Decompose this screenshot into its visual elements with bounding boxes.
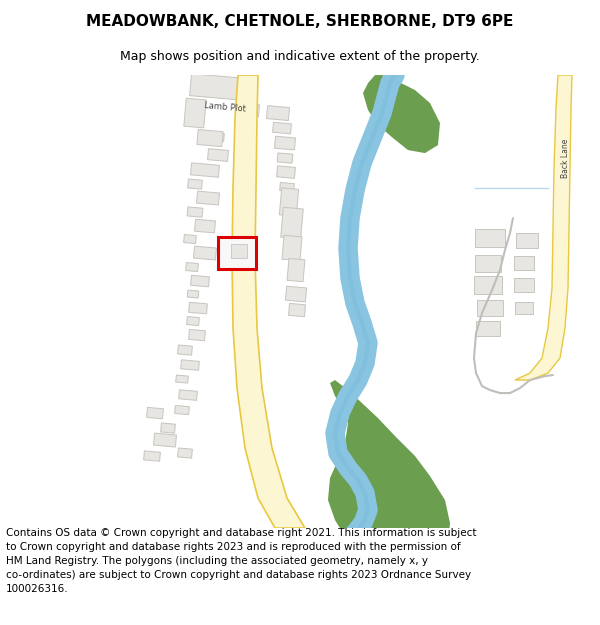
Bar: [516, 232, 538, 248]
Bar: [218, 237, 256, 269]
Bar: [181, 360, 199, 371]
Text: Contains OS data © Crown copyright and database right 2021. This information is : Contains OS data © Crown copyright and d…: [6, 528, 476, 594]
Bar: [175, 406, 190, 414]
Text: Map shows position and indicative extent of the property.: Map shows position and indicative extent…: [120, 50, 480, 62]
Bar: [475, 229, 505, 247]
Bar: [184, 98, 206, 128]
Text: Back Lane: Back Lane: [560, 138, 569, 178]
Bar: [185, 262, 199, 272]
Bar: [146, 408, 163, 419]
Bar: [280, 188, 299, 216]
Bar: [289, 303, 305, 317]
Bar: [241, 103, 259, 117]
Bar: [280, 182, 295, 192]
Bar: [266, 106, 290, 121]
Polygon shape: [515, 75, 572, 380]
Bar: [277, 153, 293, 163]
Bar: [179, 390, 197, 401]
Bar: [282, 236, 302, 261]
Bar: [286, 286, 307, 302]
Bar: [154, 433, 176, 447]
Bar: [476, 321, 500, 336]
Bar: [208, 149, 229, 161]
Bar: [178, 448, 193, 458]
Bar: [176, 375, 188, 383]
Bar: [188, 329, 205, 341]
Bar: [287, 258, 305, 282]
Bar: [190, 74, 247, 101]
Bar: [143, 451, 160, 461]
Polygon shape: [363, 75, 440, 153]
Bar: [281, 208, 303, 239]
Bar: [178, 345, 193, 355]
Bar: [184, 234, 196, 244]
Bar: [515, 302, 533, 314]
Bar: [514, 256, 534, 270]
Bar: [197, 191, 220, 205]
Bar: [475, 254, 501, 271]
Bar: [194, 246, 217, 260]
Bar: [161, 423, 175, 433]
Bar: [187, 207, 203, 217]
Bar: [194, 219, 215, 233]
Bar: [275, 136, 295, 150]
Bar: [188, 302, 208, 314]
Bar: [231, 244, 247, 258]
Bar: [474, 276, 502, 294]
Bar: [197, 129, 223, 147]
Bar: [477, 300, 503, 316]
Text: MEADOWBANK, CHETNOLE, SHERBORNE, DT9 6PE: MEADOWBANK, CHETNOLE, SHERBORNE, DT9 6PE: [86, 14, 514, 29]
Bar: [187, 316, 199, 326]
Bar: [187, 290, 199, 298]
Polygon shape: [232, 75, 305, 528]
Bar: [191, 275, 209, 287]
Bar: [188, 179, 202, 189]
Text: Lamb Plot: Lamb Plot: [204, 101, 246, 113]
Bar: [272, 122, 292, 134]
Bar: [212, 132, 224, 142]
Bar: [514, 278, 534, 292]
Polygon shape: [328, 380, 450, 586]
Bar: [191, 163, 220, 177]
Bar: [277, 166, 295, 178]
